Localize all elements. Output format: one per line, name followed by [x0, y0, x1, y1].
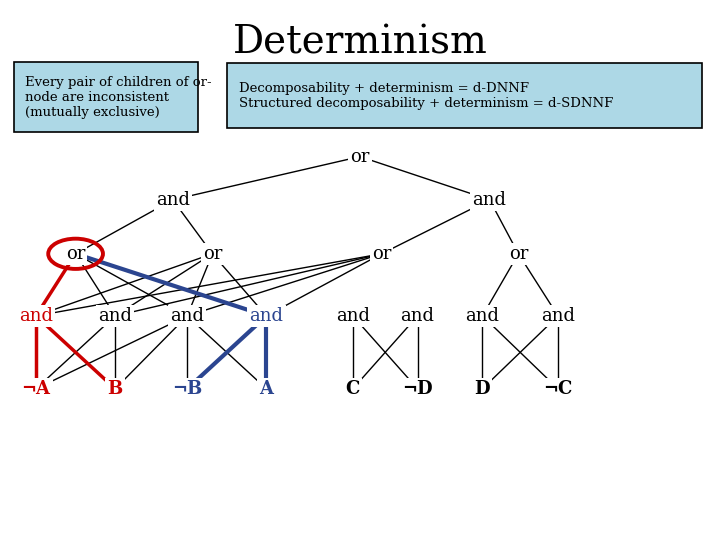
Text: and: and	[465, 307, 500, 325]
Text: and: and	[98, 307, 132, 325]
Text: and: and	[170, 307, 204, 325]
Text: and: and	[472, 191, 507, 209]
Text: ¬C: ¬C	[544, 380, 572, 398]
Text: ¬D: ¬D	[402, 380, 433, 398]
Text: D: D	[474, 380, 490, 398]
Text: and: and	[156, 191, 190, 209]
Text: Every pair of children of or-
node are inconsistent
(mutually exclusive): Every pair of children of or- node are i…	[25, 76, 212, 119]
Text: A: A	[259, 380, 274, 398]
Text: and: and	[400, 307, 435, 325]
Text: or: or	[372, 245, 391, 263]
Text: and: and	[19, 307, 53, 325]
Text: and: and	[249, 307, 284, 325]
Text: and: and	[336, 307, 370, 325]
FancyBboxPatch shape	[227, 63, 702, 128]
Text: or: or	[66, 245, 85, 263]
Text: and: and	[541, 307, 575, 325]
Text: B: B	[107, 380, 123, 398]
Text: Decomposability + determinism = d-DNNF
Structured decomposability + determinism : Decomposability + determinism = d-DNNF S…	[239, 82, 613, 110]
Text: or: or	[351, 147, 369, 166]
Text: or: or	[203, 245, 222, 263]
Text: Determinism: Determinism	[233, 24, 487, 62]
Text: ¬B: ¬B	[172, 380, 202, 398]
Text: or: or	[509, 245, 528, 263]
Text: C: C	[346, 380, 360, 398]
Text: ¬A: ¬A	[22, 380, 50, 398]
FancyBboxPatch shape	[14, 62, 198, 132]
